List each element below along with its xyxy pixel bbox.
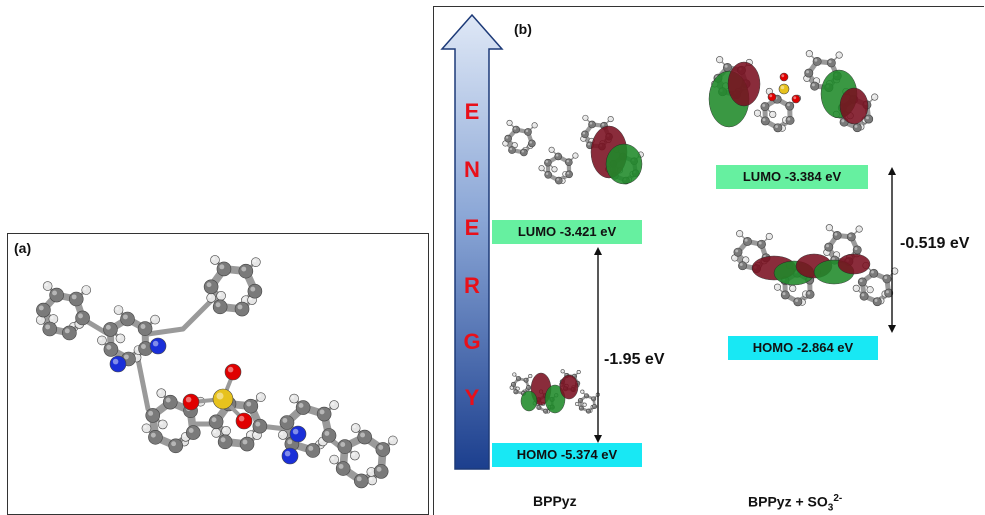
energy-letter-n: N [464, 157, 480, 182]
complex-homo-level: HOMO -2.864 eV [728, 336, 878, 360]
panel-a-label: (a) [14, 240, 32, 256]
bppyz-homo-orbital-image [509, 369, 600, 414]
molecule-structure-image [35, 255, 398, 489]
complex-caption-main: BPPyz + SO [748, 493, 828, 510]
energy-letter-e2: E [464, 215, 480, 240]
panel-b-label: (b) [514, 21, 532, 37]
energy-arrow [440, 13, 504, 470]
bppyz-lumo-orbital-image [502, 114, 644, 185]
panel-a: (a) [7, 233, 429, 515]
energy-letter-e1: E [464, 99, 480, 124]
complex-caption-sub: 3 [827, 502, 834, 514]
complex-caption-sup: 2- [833, 493, 843, 504]
complex-homo-orbital-image [731, 224, 899, 307]
bppyz-lumo-level: LUMO -3.421 eV [492, 220, 642, 244]
panel-b: (b) E N E R G Y LUMO -3.421 eV HOMO -5.3… [433, 6, 984, 515]
complex-lumo-orbital-image [708, 50, 879, 133]
energy-letter-g: G [463, 329, 481, 354]
bppyz-gap-label: -1.95 eV [604, 351, 665, 368]
complex-gap-arrow [888, 167, 896, 333]
bppyz-gap-arrow [594, 247, 602, 443]
bppyz-caption: BPPyz [533, 493, 577, 509]
complex-lumo-level: LUMO -3.384 eV [716, 165, 868, 189]
energy-letter-y: Y [464, 385, 480, 410]
complex-gap-label: -0.519 eV [900, 235, 970, 252]
energy-letter-r: R [464, 273, 480, 298]
bppyz-homo-level: HOMO -5.374 eV [492, 443, 642, 467]
complex-caption: BPPyz + SO32- [748, 493, 842, 513]
